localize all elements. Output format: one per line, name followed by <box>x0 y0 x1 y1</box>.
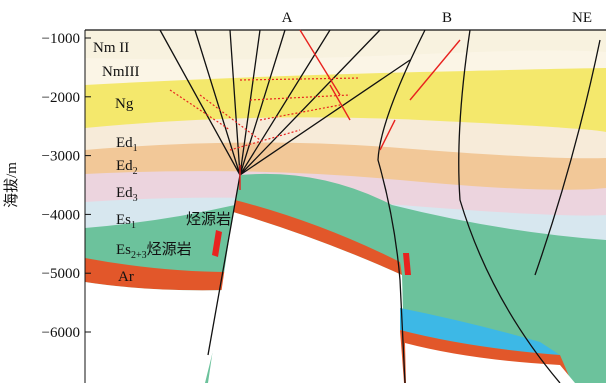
tick-label: −6000 <box>42 325 80 341</box>
layer-note: 烃源岩 <box>147 241 192 258</box>
layer-label: NmIII <box>102 64 140 80</box>
layer-label: Ar <box>118 269 134 285</box>
layer-label: Ng <box>115 96 134 112</box>
layer-name: Es <box>116 212 131 228</box>
layer-name: Ng <box>115 96 134 112</box>
fault-label: A <box>282 10 293 26</box>
layer-name: Ed <box>116 135 133 151</box>
tick-label: −5000 <box>42 266 80 282</box>
layer-subscript: 1 <box>131 220 136 231</box>
tick-label: −4000 <box>42 207 80 223</box>
layer-label: Nm II <box>93 40 129 56</box>
strata <box>85 30 606 383</box>
ticks: −1000 −2000 −3000 −4000 −5000 −6000 <box>42 31 91 341</box>
tick-label: −3000 <box>42 149 80 165</box>
fault-label: NE <box>572 10 592 26</box>
layer-name: Ed <box>116 185 133 201</box>
cross-section: −1000 −2000 −3000 −4000 −5000 −6000 海拔/m A B NE… <box>0 0 606 383</box>
y-axis-label: 海拔/m <box>3 162 20 208</box>
layer-subscript: 3 <box>133 193 138 204</box>
layer-name: Nm II <box>93 40 129 56</box>
layer-name: Es <box>116 242 131 258</box>
fault-label: B <box>442 10 452 26</box>
layer-name: Ed <box>116 158 133 174</box>
layer-note: 烃源岩 <box>186 211 231 228</box>
layer-subscript: 2+3 <box>131 250 147 261</box>
layer-name: Ar <box>118 269 134 285</box>
layer-name: NmIII <box>102 64 140 80</box>
tick-label: −1000 <box>42 31 80 47</box>
layer-subscript: 1 <box>133 143 138 154</box>
tick-label: −2000 <box>42 90 80 106</box>
layer-subscript: 2 <box>133 166 138 177</box>
